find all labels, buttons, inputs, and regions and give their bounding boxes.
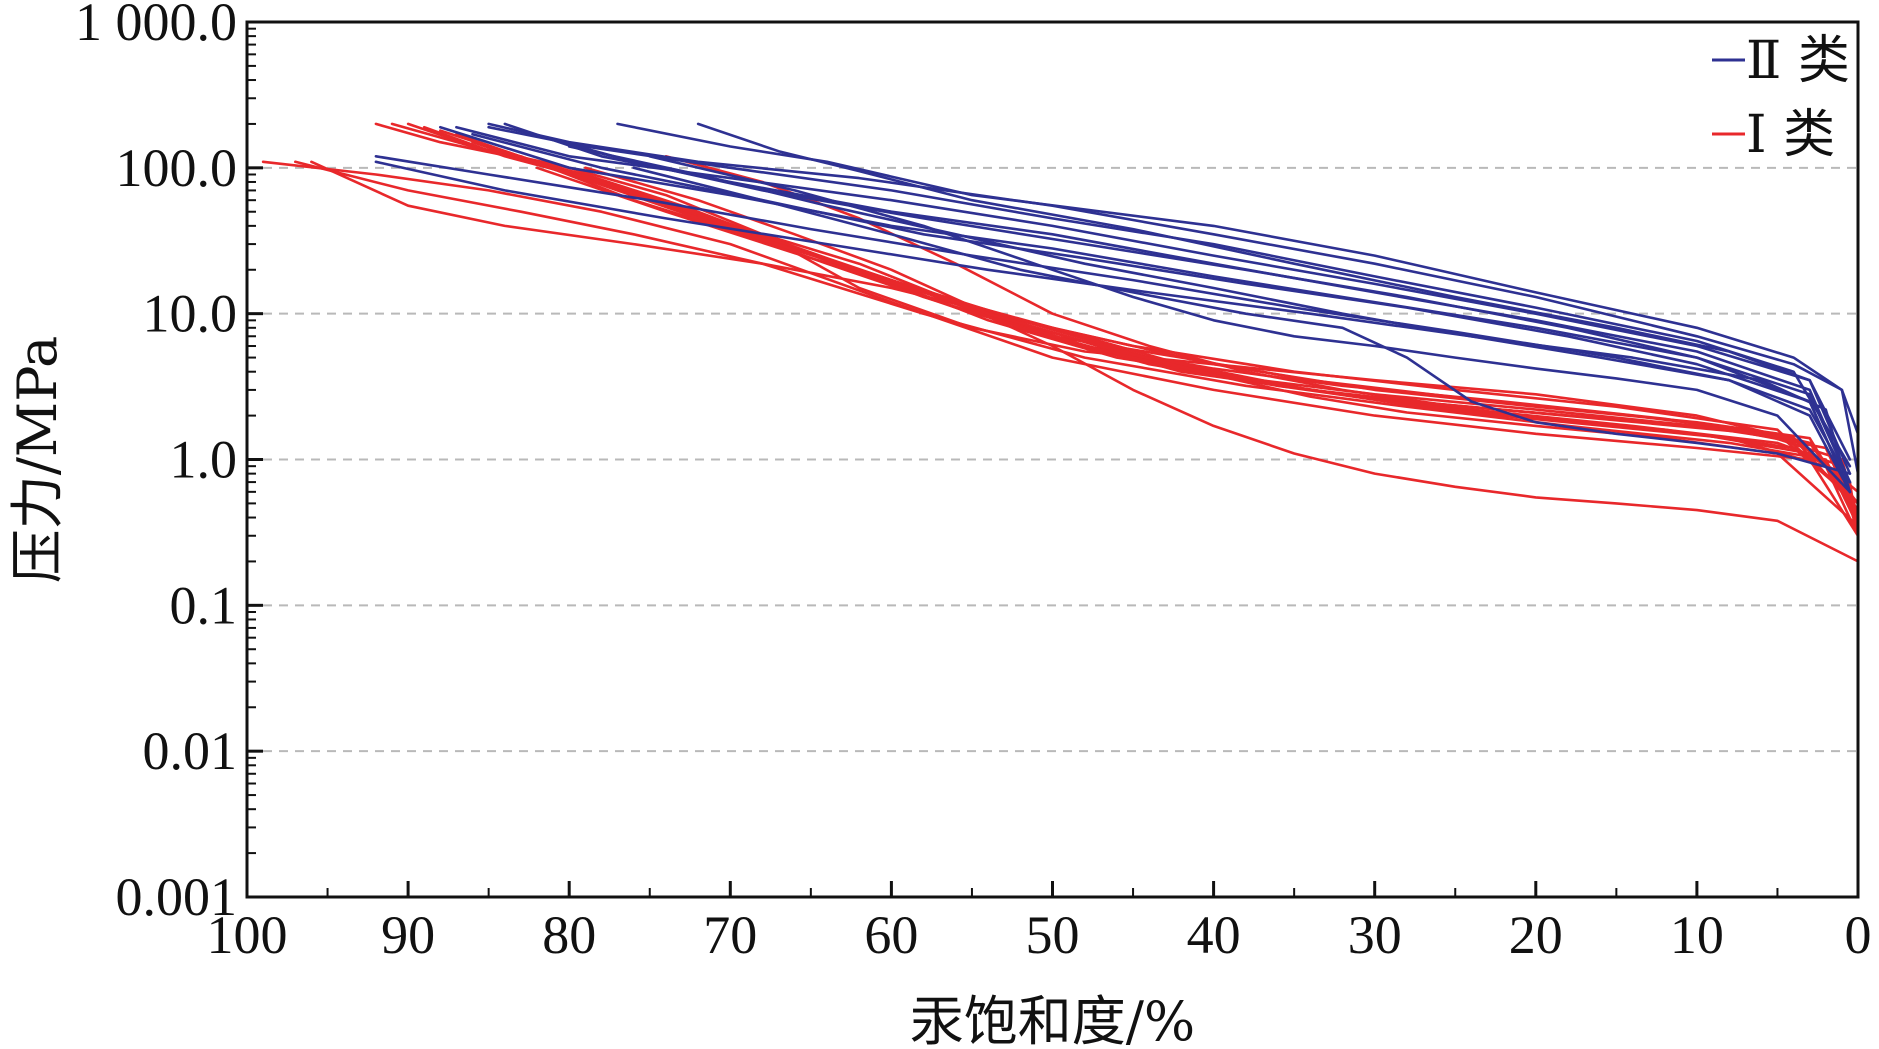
series-line (439, 125, 1852, 484)
x-tick-label: 60 (864, 905, 918, 965)
y-tick-label: 10.0 (143, 284, 238, 344)
y-tick-label: 0.001 (116, 867, 238, 927)
x-tick-label: 50 (1026, 905, 1080, 965)
series-line (487, 125, 1852, 468)
series-line (632, 166, 1852, 475)
series-lines (261, 122, 1860, 563)
legend: Ⅱ 类 Ⅰ 类 (1712, 31, 1850, 165)
y-axis-title: 压力/MPa (6, 336, 69, 584)
series-line (535, 166, 1860, 538)
x-tick-label: 30 (1348, 905, 1402, 965)
y-tick-label: 100.0 (116, 138, 238, 198)
x-tick-label: 100 (207, 905, 288, 965)
series-line (261, 160, 1860, 538)
x-tick-label: 10 (1670, 905, 1724, 965)
series-line (487, 122, 1860, 475)
series-line (390, 122, 1860, 505)
y-axis: 0.001 0.01 0.1 1.0 10.0 100.0 1 000.0 (75, 0, 263, 927)
series-line (471, 140, 1860, 519)
y-tick-label: 0.1 (170, 575, 238, 635)
series-line (761, 233, 1860, 563)
series-line (294, 160, 1860, 528)
y-tick-label: 1 000.0 (75, 0, 237, 52)
x-tick-label: 40 (1187, 905, 1241, 965)
y-tick-label: 0.01 (143, 721, 238, 781)
series-line (374, 160, 1852, 494)
series-line (648, 155, 1852, 494)
series-line (567, 145, 1852, 484)
legend-label: Ⅱ 类 (1746, 31, 1850, 91)
series-line (664, 155, 1860, 494)
x-tick-label: 0 (1845, 905, 1872, 965)
x-tick-label: 90 (381, 905, 435, 965)
x-tick-label: 80 (542, 905, 596, 965)
x-tick-label: 70 (703, 905, 757, 965)
x-axis: 100 90 80 70 60 50 40 30 20 10 0 (207, 881, 1872, 965)
y-tick-label: 1.0 (170, 430, 238, 490)
x-axis-title: 汞饱和度/% (910, 990, 1196, 1049)
legend-label: Ⅰ 类 (1746, 105, 1835, 165)
series-line (616, 122, 1860, 436)
x-tick-label: 20 (1509, 905, 1563, 965)
series-line (519, 155, 1860, 538)
